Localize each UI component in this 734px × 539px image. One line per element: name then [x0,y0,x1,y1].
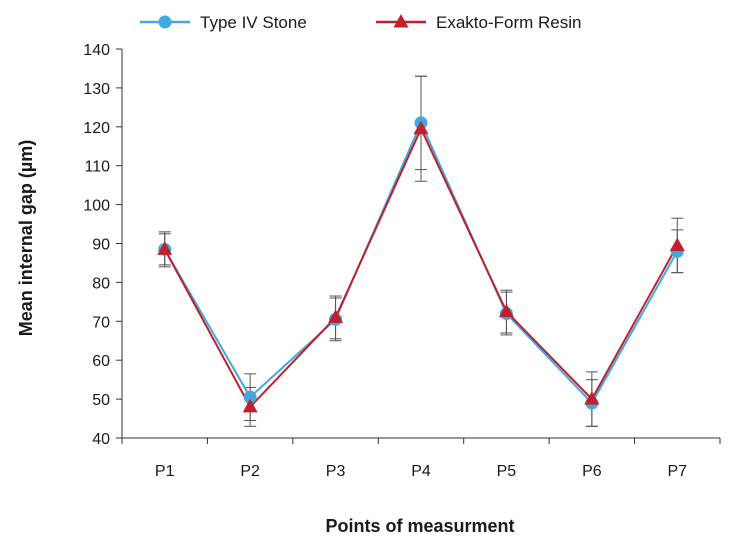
x-tick-label: P1 [155,463,175,480]
y-tick-label: 100 [83,198,110,215]
y-tick-label: 110 [84,159,110,176]
x-tick-label: P6 [582,463,602,480]
data-point-series-2 [157,241,173,255]
data-point-series-2 [498,303,514,318]
legend-entry-series-2: Exakto-Form Resin [376,13,581,32]
legend-marker-series-2 [393,14,409,28]
data-point-series-2 [584,391,600,405]
data-point-series-1 [243,390,257,404]
x-tick-label: P4 [411,463,431,480]
x-tick-label: P3 [326,463,346,480]
y-tick-label: 120 [83,120,110,137]
y-tick-label: 80 [92,275,110,292]
x-tick-label: P2 [240,463,260,480]
y-tick-label: 50 [92,392,110,409]
y-axis-ticks: 40 50 60 70 80 90 100 110 120 130 140 [83,42,122,448]
y-tick-label: 60 [92,353,110,370]
legend-label-series-2: Exakto-Form Resin [436,13,581,32]
y-tick-label: 70 [92,314,110,331]
y-tick-label: 40 [92,431,110,448]
y-axis-title: Mean internal gap (µm) [16,140,36,336]
y-tick-label: 90 [92,237,110,254]
data-point-series-2 [413,120,429,135]
y-tick-label: 140 [83,42,110,59]
legend-entry-series-1: Type IV Stone [140,13,307,32]
y-tick-label: 130 [83,81,110,98]
data-point-series-2 [669,237,685,251]
x-tick-label: P7 [667,463,687,480]
x-axis-title: Points of measurment [325,516,514,536]
legend-label-series-1: Type IV Stone [200,13,307,32]
legend: Type IV Stone Exakto-Form Resin [140,13,581,32]
series-markers [157,116,685,413]
data-point-series-2 [328,309,344,323]
data-point-series-2 [242,398,258,413]
legend-marker-series-1 [158,15,172,29]
x-tick-label: P5 [497,463,517,480]
x-axis-ticks: P1 P2 P3 P4 P5 P6 P7 [121,438,721,480]
